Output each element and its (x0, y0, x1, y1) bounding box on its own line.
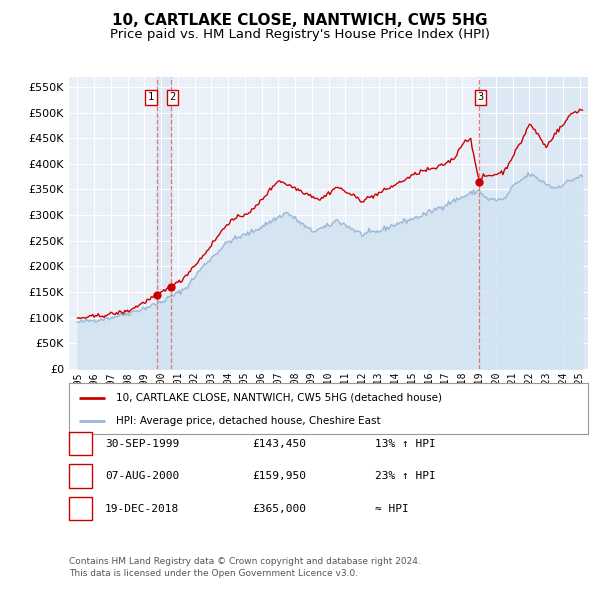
Text: 10, CARTLAKE CLOSE, NANTWICH, CW5 5HG: 10, CARTLAKE CLOSE, NANTWICH, CW5 5HG (112, 13, 488, 28)
Text: 2: 2 (77, 471, 84, 481)
Text: 13% ↑ HPI: 13% ↑ HPI (375, 439, 436, 448)
Text: £159,950: £159,950 (252, 471, 306, 481)
Bar (479, 77, 588, 369)
Text: 07-AUG-2000: 07-AUG-2000 (105, 471, 179, 481)
Text: ≈ HPI: ≈ HPI (375, 504, 409, 513)
Text: 19-DEC-2018: 19-DEC-2018 (105, 504, 179, 513)
Bar (157, 77, 171, 369)
Text: 30-SEP-1999: 30-SEP-1999 (105, 439, 179, 448)
Text: 10, CARTLAKE CLOSE, NANTWICH, CW5 5HG (detached house): 10, CARTLAKE CLOSE, NANTWICH, CW5 5HG (d… (116, 392, 442, 402)
Text: HPI: Average price, detached house, Cheshire East: HPI: Average price, detached house, Ches… (116, 416, 380, 426)
Text: 1: 1 (77, 439, 84, 448)
Text: £365,000: £365,000 (252, 504, 306, 513)
Text: Contains HM Land Registry data © Crown copyright and database right 2024.: Contains HM Land Registry data © Crown c… (69, 557, 421, 566)
Text: 3: 3 (478, 92, 484, 102)
Text: 23% ↑ HPI: 23% ↑ HPI (375, 471, 436, 481)
Text: 2: 2 (169, 92, 176, 102)
Text: This data is licensed under the Open Government Licence v3.0.: This data is licensed under the Open Gov… (69, 569, 358, 578)
Text: £143,450: £143,450 (252, 439, 306, 448)
Text: Price paid vs. HM Land Registry's House Price Index (HPI): Price paid vs. HM Land Registry's House … (110, 28, 490, 41)
Text: 1: 1 (148, 92, 154, 102)
Text: 3: 3 (77, 504, 84, 513)
